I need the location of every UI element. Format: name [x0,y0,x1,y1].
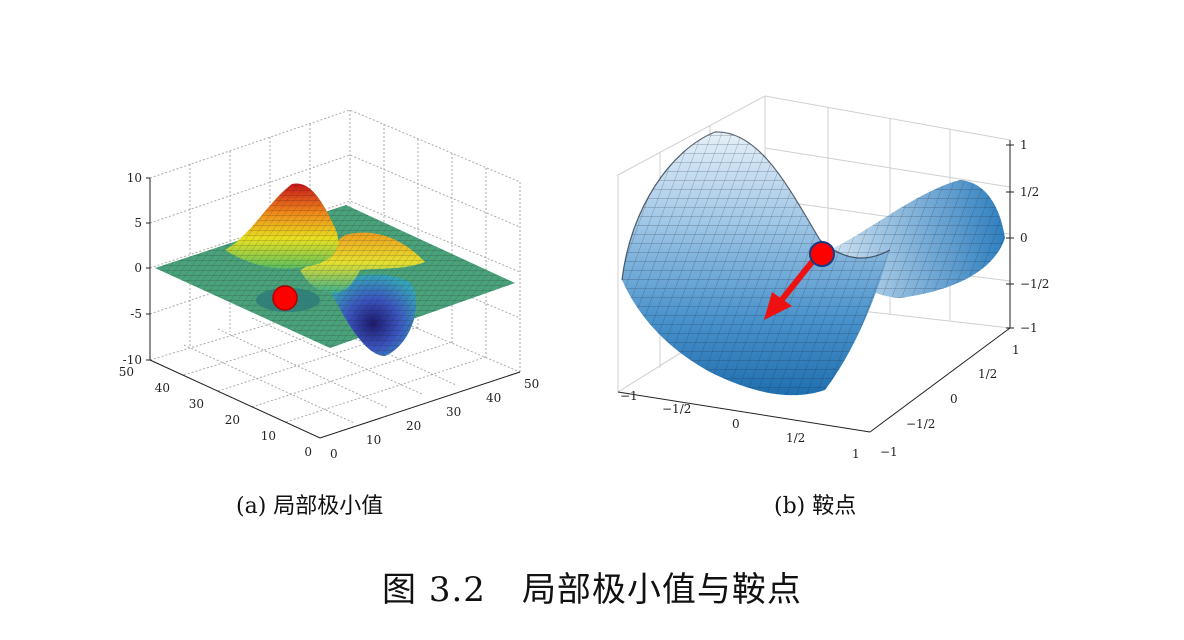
caption-text: 局部极小值 [273,494,384,519]
caption-label: (b) [774,494,806,519]
y-tick: 0 [304,445,312,459]
caption-local-minimum: (a) 局部极小值 [236,488,383,520]
axes [617,140,1014,433]
x-tick: 20 [406,419,421,433]
z-tick: 5 [134,216,142,230]
z-tick: −1 [1020,321,1038,335]
descent-arrow [764,259,815,320]
y-tick: 50 [119,365,134,379]
x-tick: 1 [852,447,860,461]
z-tick: -5 [130,307,142,321]
y-tick: −1/2 [906,417,935,431]
y-tick: 1/2 [978,367,997,381]
saddle-point-marker [809,241,835,267]
local-minimum-marker [272,285,298,311]
saddle-plot: 1 1/2 0 −1/2 −1 −1 −1/2 0 1/2 1 1 1/2 0 … [617,95,1049,461]
caption-label: (a) [236,494,267,519]
z-tick: 0 [134,261,142,275]
y-tick-labels: 1 1/2 0 −1/2 −1 [880,343,1020,459]
x-tick: 0 [330,447,338,461]
figure-caption: 图 3.2 局部极小值与鞍点 [0,562,1184,611]
y-tick: 10 [261,429,276,443]
z-tick-labels: 10 5 0 -5 -10 [123,171,142,367]
y-tick: −1 [880,445,898,459]
x-tick: −1 [620,389,638,403]
x-tick: 30 [446,405,461,419]
caption-saddle-point: (b) 鞍点 [774,488,856,520]
figure-title: 局部极小值与鞍点 [521,570,802,610]
z-tick: 10 [127,171,142,185]
panel-saddle-point: 1 1/2 0 −1/2 −1 −1 −1/2 0 1/2 1 1 1/2 0 … [600,0,1184,480]
y-tick: 1 [1012,343,1020,357]
y-tick-labels: 50 40 30 20 10 0 [119,365,312,459]
x-tick: 0 [732,417,740,431]
x-tick: 10 [366,433,381,447]
caption-text: 鞍点 [812,494,857,519]
z-tick: -10 [123,353,142,367]
x-tick-labels: 0 10 20 30 40 50 [330,377,539,461]
z-tick: 0 [1020,231,1028,245]
y-tick: 40 [155,381,170,395]
z-tick: −1/2 [1020,277,1049,291]
axes [146,177,521,439]
x-tick: −1/2 [662,402,691,416]
y-tick: 0 [950,392,958,406]
z-tick: 1 [1020,138,1028,152]
x-tick: 40 [486,391,501,405]
figure-number: 图 3.2 [382,570,486,610]
local-minimum-plot: 10 5 0 -5 -10 50 40 30 20 10 0 0 10 20 3… [119,109,539,461]
x-tick-labels: −1 −1/2 0 1/2 1 [620,389,860,461]
y-tick: 30 [189,397,204,411]
z-tick-labels: 1 1/2 0 −1/2 −1 [1020,138,1049,335]
z-tick: 1/2 [1020,185,1039,199]
y-tick: 20 [225,413,240,427]
x-tick: 1/2 [786,431,805,445]
x-tick: 50 [524,377,539,391]
panel-local-minimum: 10 5 0 -5 -10 50 40 30 20 10 0 0 10 20 3… [0,0,600,480]
